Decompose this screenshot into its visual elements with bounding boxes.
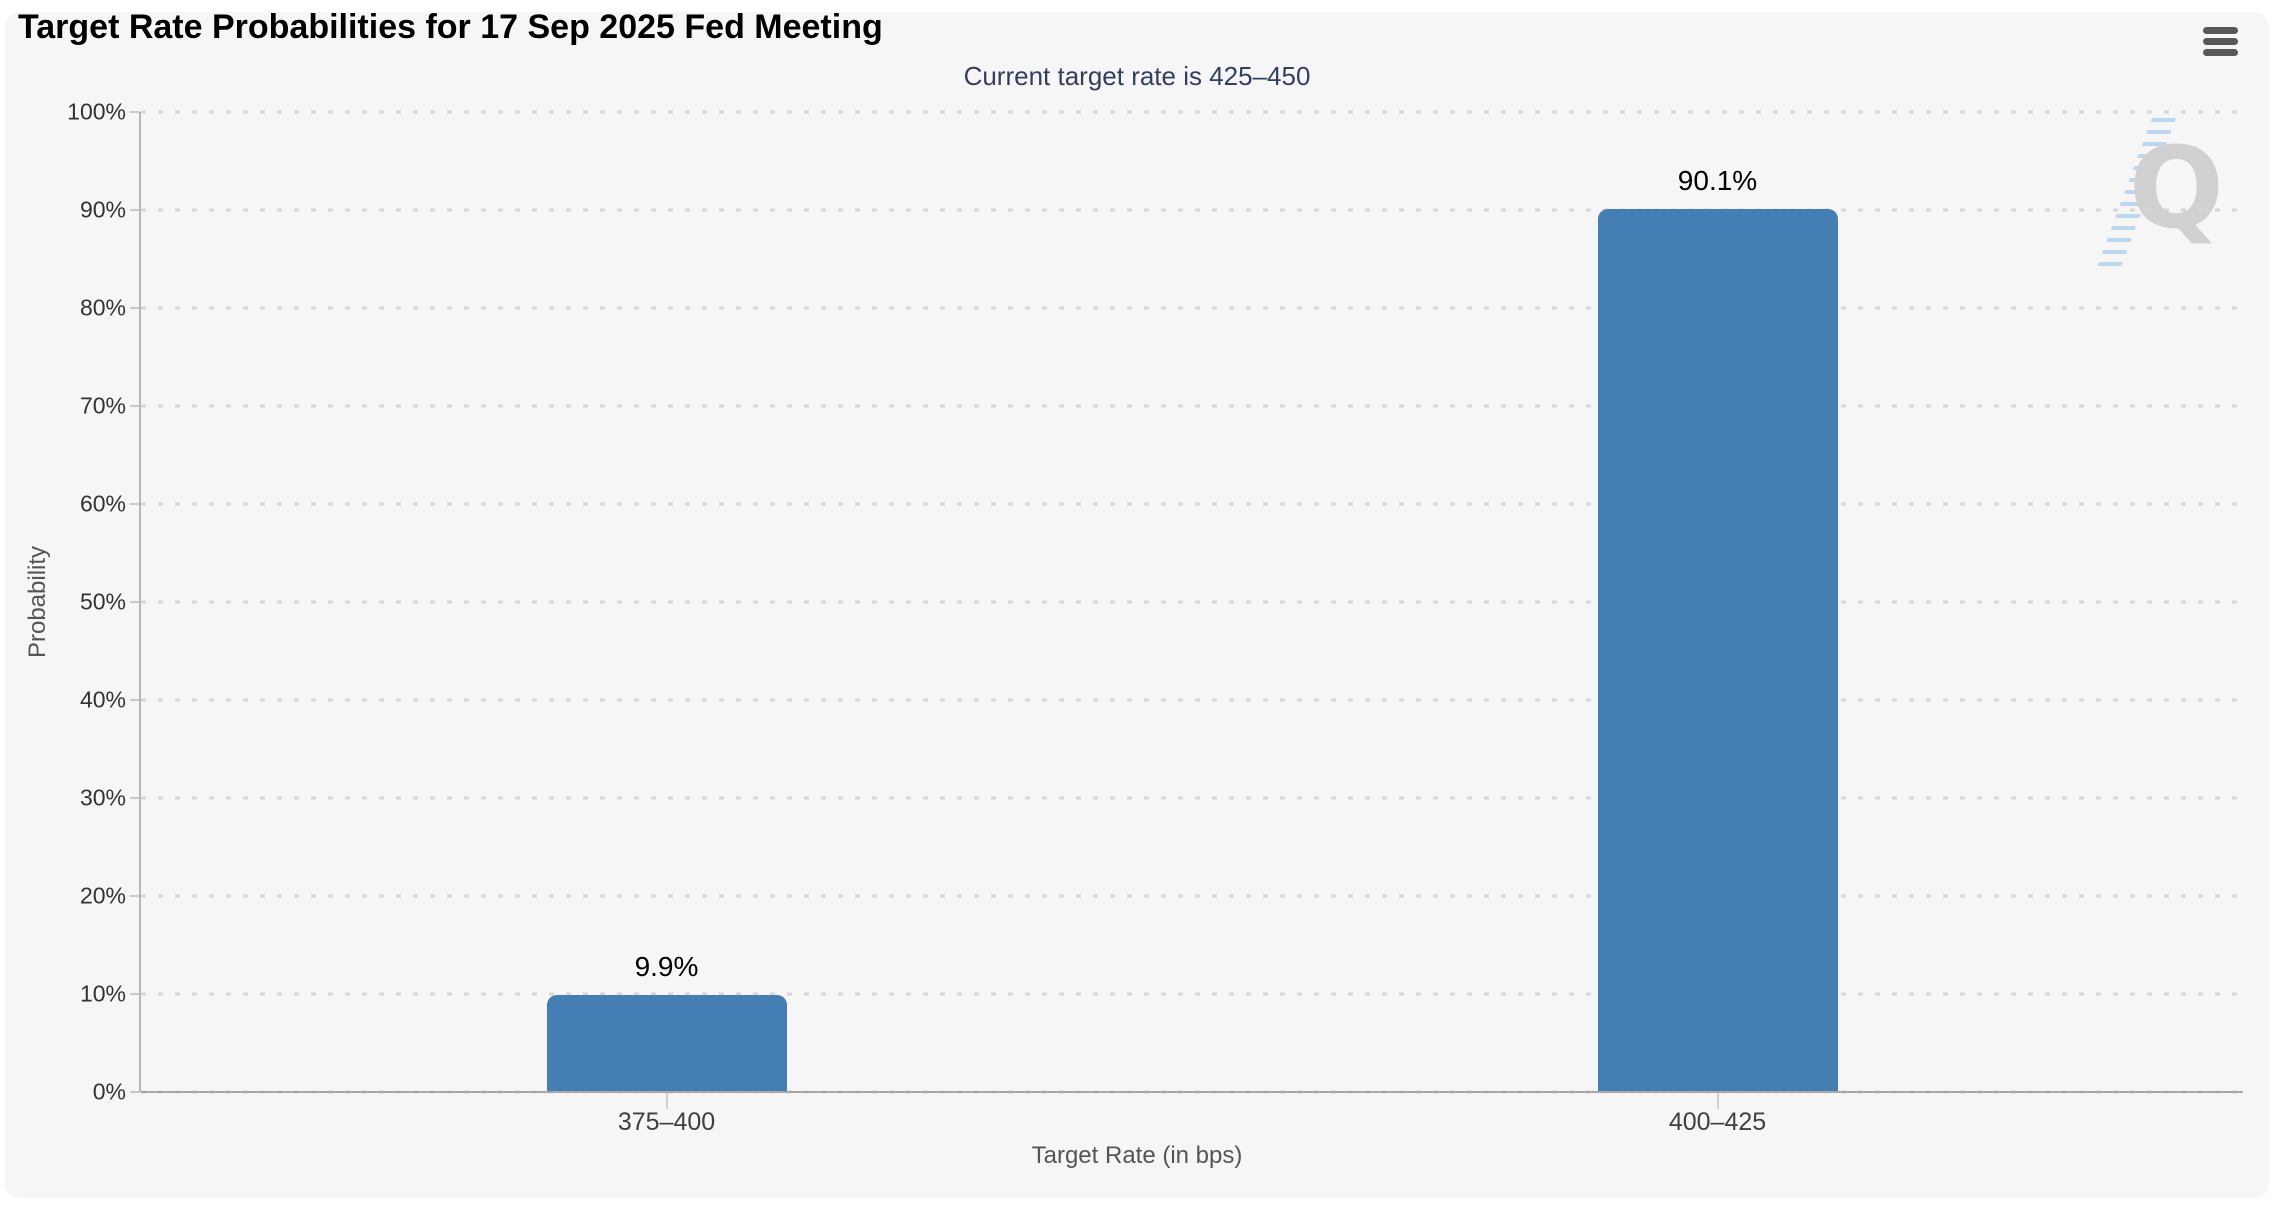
y-tick-100% <box>130 111 140 113</box>
x-axis-line <box>141 1091 2243 1093</box>
y-axis-label-20%: 20% <box>79 882 126 909</box>
y-tick-50% <box>130 601 140 603</box>
x-axis-title: Target Rate (in bps) <box>1031 1142 1243 1169</box>
y-axis-label-10%: 10% <box>79 980 126 1007</box>
x-axis-label-400–425: 400–425 <box>1668 1108 1767 1136</box>
y-axis-label-100%: 100% <box>67 98 126 125</box>
x-tick-400–425 <box>1716 1092 1719 1109</box>
y-axis-label-30%: 30% <box>79 784 126 811</box>
y-axis-label-90%: 90% <box>79 196 126 223</box>
gridline-80% <box>141 306 2243 310</box>
y-tick-80% <box>130 307 140 309</box>
chart-title: Target Rate Probabilities for 17 Sep 202… <box>18 8 883 46</box>
hamburger-menu-icon <box>2203 38 2238 45</box>
y-axis-labels: 0% 10% 20% 30% 40% 50% 60% 70% 80% 90% 100% <box>0 100 126 1103</box>
chart-context-menu-button[interactable] <box>2203 27 2238 56</box>
y-axis-title: Probability <box>24 545 51 659</box>
y-tick-20% <box>130 895 140 897</box>
hamburger-menu-icon <box>2203 27 2238 34</box>
watermark-q-icon: Q <box>2128 124 2224 254</box>
y-axis-line <box>139 112 141 1092</box>
gridline-50% <box>141 600 2243 604</box>
gridline-10% <box>141 992 2243 996</box>
plot-area: 9.9% 375–400 90.1% 400–425 <box>130 110 2243 1136</box>
gridline-60% <box>141 502 2243 506</box>
y-axis-label-80%: 80% <box>79 294 126 321</box>
bar-375–400[interactable] <box>546 994 787 1092</box>
y-tick-40% <box>130 699 140 701</box>
chart-subtitle: Current target rate is 425–450 <box>963 61 1311 91</box>
bar-value-label-400–425: 90.1% <box>1677 165 1758 197</box>
y-tick-90% <box>130 209 140 211</box>
gridline-70% <box>141 404 2243 408</box>
y-axis-label-40%: 40% <box>79 686 126 713</box>
x-tick-375–400 <box>665 1092 668 1109</box>
gridline-100% <box>141 110 2243 114</box>
y-tick-60% <box>130 503 140 505</box>
y-axis-label-50%: 50% <box>79 588 126 615</box>
bar-value-label-375–400: 9.9% <box>634 950 699 982</box>
gridline-20% <box>141 894 2243 898</box>
hamburger-menu-icon <box>2203 49 2238 56</box>
bar-400–425[interactable] <box>1597 209 1838 1092</box>
gridline-40% <box>141 698 2243 702</box>
y-tick-10% <box>130 993 140 995</box>
y-axis-label-0%: 0% <box>92 1078 126 1105</box>
quikstrike-watermark: Q <box>2096 104 2228 284</box>
y-axis-label-70%: 70% <box>79 392 126 419</box>
y-axis-label-60%: 60% <box>79 490 126 517</box>
gridline-90% <box>141 208 2243 212</box>
gridline-30% <box>141 796 2243 800</box>
y-tick-70% <box>130 405 140 407</box>
y-tick-0% <box>130 1091 140 1093</box>
y-tick-30% <box>130 797 140 799</box>
x-axis-label-375–400: 375–400 <box>617 1108 716 1136</box>
